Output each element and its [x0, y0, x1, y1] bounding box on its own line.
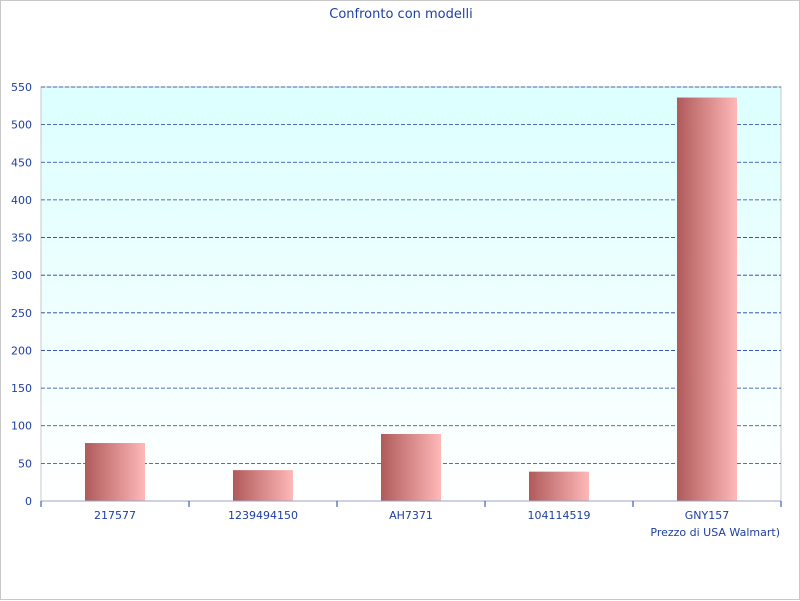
- bar: [677, 97, 737, 502]
- y-tick-label: 50: [18, 457, 32, 470]
- y-tick-label: 150: [11, 382, 32, 395]
- y-tick-label: 350: [11, 232, 32, 245]
- chart-title: Confronto con modelli: [329, 7, 472, 22]
- x-tick-label: 1239494150: [228, 509, 298, 522]
- x-axis-label: Prezzo di USA Walmart): [650, 526, 780, 539]
- y-tick-label: 400: [11, 194, 32, 207]
- bar: [381, 434, 441, 501]
- y-tick-label: 100: [11, 420, 32, 433]
- axes: [40, 500, 782, 507]
- bars: [85, 97, 737, 502]
- y-tick-label: 250: [11, 307, 32, 320]
- bar: [85, 443, 145, 501]
- x-tick-label: 217577: [94, 509, 136, 522]
- y-tick-label: 500: [11, 119, 32, 132]
- plot-area: [40, 86, 782, 502]
- y-tick-label: 300: [11, 269, 32, 282]
- y-tick-label: 200: [11, 344, 32, 357]
- x-tick-label: AH7371: [389, 509, 433, 522]
- y-tick-labels: 0 50 100 150 200 250 300 350 400 450 500 550: [11, 81, 32, 508]
- gridlines: [41, 86, 781, 464]
- bar: [233, 470, 293, 501]
- x-tick-label: GNY157: [685, 509, 729, 522]
- x-tick-labels: 217577 1239494150 AH7371 104114519 GNY157: [94, 509, 729, 522]
- y-tick-label: 0: [25, 495, 32, 508]
- y-tick-label: 550: [11, 81, 32, 94]
- y-tick-label: 450: [11, 156, 32, 169]
- bar: [529, 471, 589, 501]
- x-tick-label: 104114519: [528, 509, 591, 522]
